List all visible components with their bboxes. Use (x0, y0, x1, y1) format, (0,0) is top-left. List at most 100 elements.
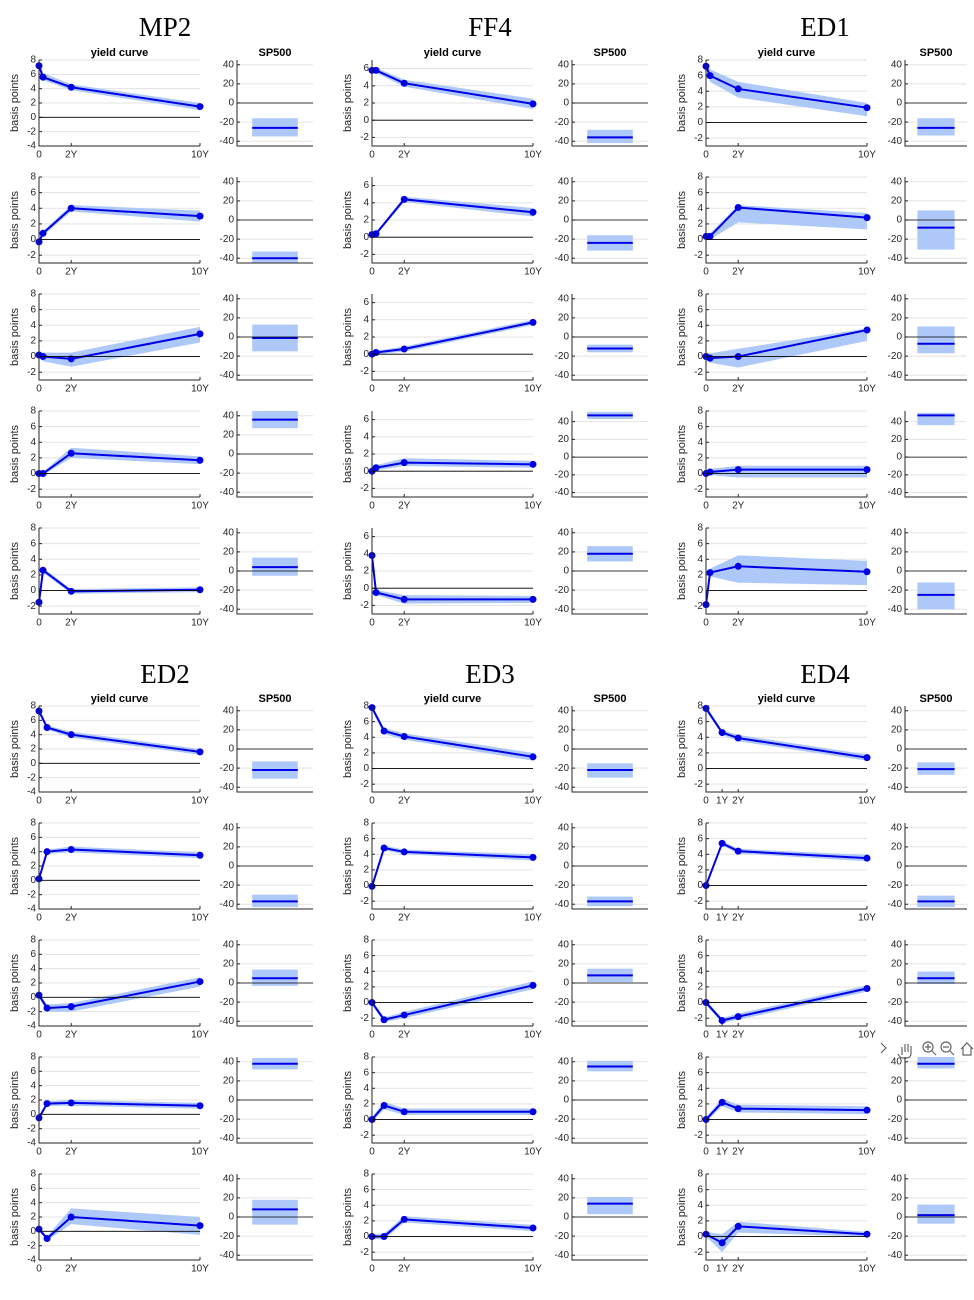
x-tick-label: 10Y (524, 150, 542, 161)
y-tick-label: 4 (697, 966, 703, 977)
y-tick-label: 20 (223, 79, 235, 90)
y-tick-label: -20 (220, 1231, 235, 1242)
toolbar-pan[interactable] (897, 1044, 912, 1059)
y-tick-label: -2 (694, 779, 703, 790)
y-tick-label: 0 (563, 452, 569, 463)
x-tick-label: 2Y (65, 1264, 78, 1275)
axis-lines (371, 411, 533, 498)
y-tick-label: 40 (223, 939, 235, 950)
y-tick-label: -40 (888, 1133, 903, 1144)
confidence-band (372, 981, 533, 1023)
axis-lines (38, 1057, 200, 1144)
x-tick-label: 2Y (398, 1264, 411, 1275)
y-tick-label: 4 (363, 1083, 369, 1094)
y-tick-label: 6 (697, 304, 703, 315)
yield-point (43, 1235, 51, 1242)
y-tick-label: 2 (697, 1216, 703, 1227)
x-tick-label: 0 (36, 501, 42, 512)
yield-point (400, 1108, 408, 1116)
y-tick-label: -20 (888, 997, 903, 1008)
y-tick-label: 0 (363, 997, 369, 1008)
y-tick-label: 40 (558, 59, 570, 70)
y-tick-label: -40 (220, 253, 235, 264)
axis-lines (571, 706, 648, 793)
y-tick-label: -2 (694, 250, 703, 261)
y-tick-label: 4 (697, 1200, 703, 1211)
axis-lines (371, 940, 533, 1027)
x-tick-label: 10Y (524, 913, 542, 924)
y-tick-label: -20 (555, 117, 570, 128)
y-tick-label: 2 (30, 570, 36, 581)
y-axis-label: basis points (342, 953, 354, 1012)
y-tick-label: 8 (30, 55, 36, 66)
y-tick-label: 40 (223, 176, 235, 187)
y-tick-label: 4 (30, 437, 36, 448)
y-tick-label: 40 (891, 1173, 903, 1184)
yield-point (67, 1213, 75, 1221)
y-tick-label: 0 (896, 978, 902, 989)
y-tick-label: 6 (363, 531, 369, 542)
toolbar-zoom-out[interactable] (940, 1041, 952, 1053)
axis-lines (38, 528, 200, 615)
y-tick-label: 4 (363, 849, 369, 860)
y-axis-label: basis points (9, 307, 21, 366)
y-tick-label: 4 (363, 966, 369, 977)
confidence-band (39, 326, 200, 367)
y-axis-label: basis points (676, 1187, 688, 1246)
x-tick-label: 0 (369, 913, 375, 924)
y-axis-label: basis points (9, 190, 21, 249)
y-tick-label: 40 (558, 939, 570, 950)
confidence-band (587, 1196, 633, 1215)
y-tick-label: 20 (558, 842, 570, 853)
axes-toolbar[interactable] (880, 1041, 974, 1059)
yield-point (67, 731, 75, 739)
panel-title: ED4 (800, 659, 850, 689)
y-tick-label: 8 (30, 935, 36, 946)
axis-lines (236, 1174, 313, 1261)
y-tick-label: -2 (360, 896, 369, 907)
y-tick-label: 6 (697, 187, 703, 198)
y-tick-label: -40 (555, 370, 570, 381)
axis-lines (904, 177, 967, 264)
yield-point (196, 851, 204, 859)
x-tick-label: 10Y (858, 501, 876, 512)
y-tick-label: 0 (30, 1226, 36, 1237)
y-tick-label: -20 (220, 234, 235, 245)
toolbar-home[interactable] (960, 1042, 974, 1056)
y-tick-label: 2 (363, 1216, 369, 1227)
confidence-band (252, 1199, 298, 1225)
y-tick-label: 6 (363, 1067, 369, 1078)
y-tick-label: -20 (888, 351, 903, 362)
yield-point (706, 72, 714, 80)
axis-lines (371, 706, 533, 793)
y-tick-label: 0 (363, 1231, 369, 1242)
y-tick-label: 4 (363, 80, 369, 91)
y-tick-label: -40 (888, 253, 903, 264)
y-tick-label: -2 (360, 600, 369, 611)
y-tick-label: 0 (896, 332, 902, 343)
confidence-band (706, 465, 867, 478)
y-tick-label: -2 (694, 133, 703, 144)
yield-point (734, 203, 742, 211)
y-axis-label: basis points (342, 719, 354, 778)
axis-lines (371, 528, 533, 615)
y-tick-label: 20 (223, 959, 235, 970)
yield-point (863, 326, 871, 334)
y-tick-label: 20 (891, 434, 903, 445)
y-axis-label: basis points (676, 307, 688, 366)
panel-title: FF4 (468, 12, 512, 42)
y-tick-label: -40 (555, 1016, 570, 1027)
y-tick-label: 20 (223, 547, 235, 558)
y-tick-label: 0 (363, 1114, 369, 1125)
yield-point (529, 595, 537, 603)
axis-lines (236, 528, 313, 615)
x-tick-label: 2Y (65, 1147, 78, 1158)
toolbar-zoom-in[interactable] (922, 1041, 934, 1053)
yield-point (380, 1101, 388, 1109)
y-tick-label: 40 (891, 59, 903, 70)
toolbar-expand[interactable] (880, 1042, 887, 1054)
yield-point (706, 569, 714, 577)
y-tick-label: 4 (363, 431, 369, 442)
y-tick-label: 40 (558, 1056, 570, 1067)
x-tick-label: 1Y (716, 1264, 729, 1275)
